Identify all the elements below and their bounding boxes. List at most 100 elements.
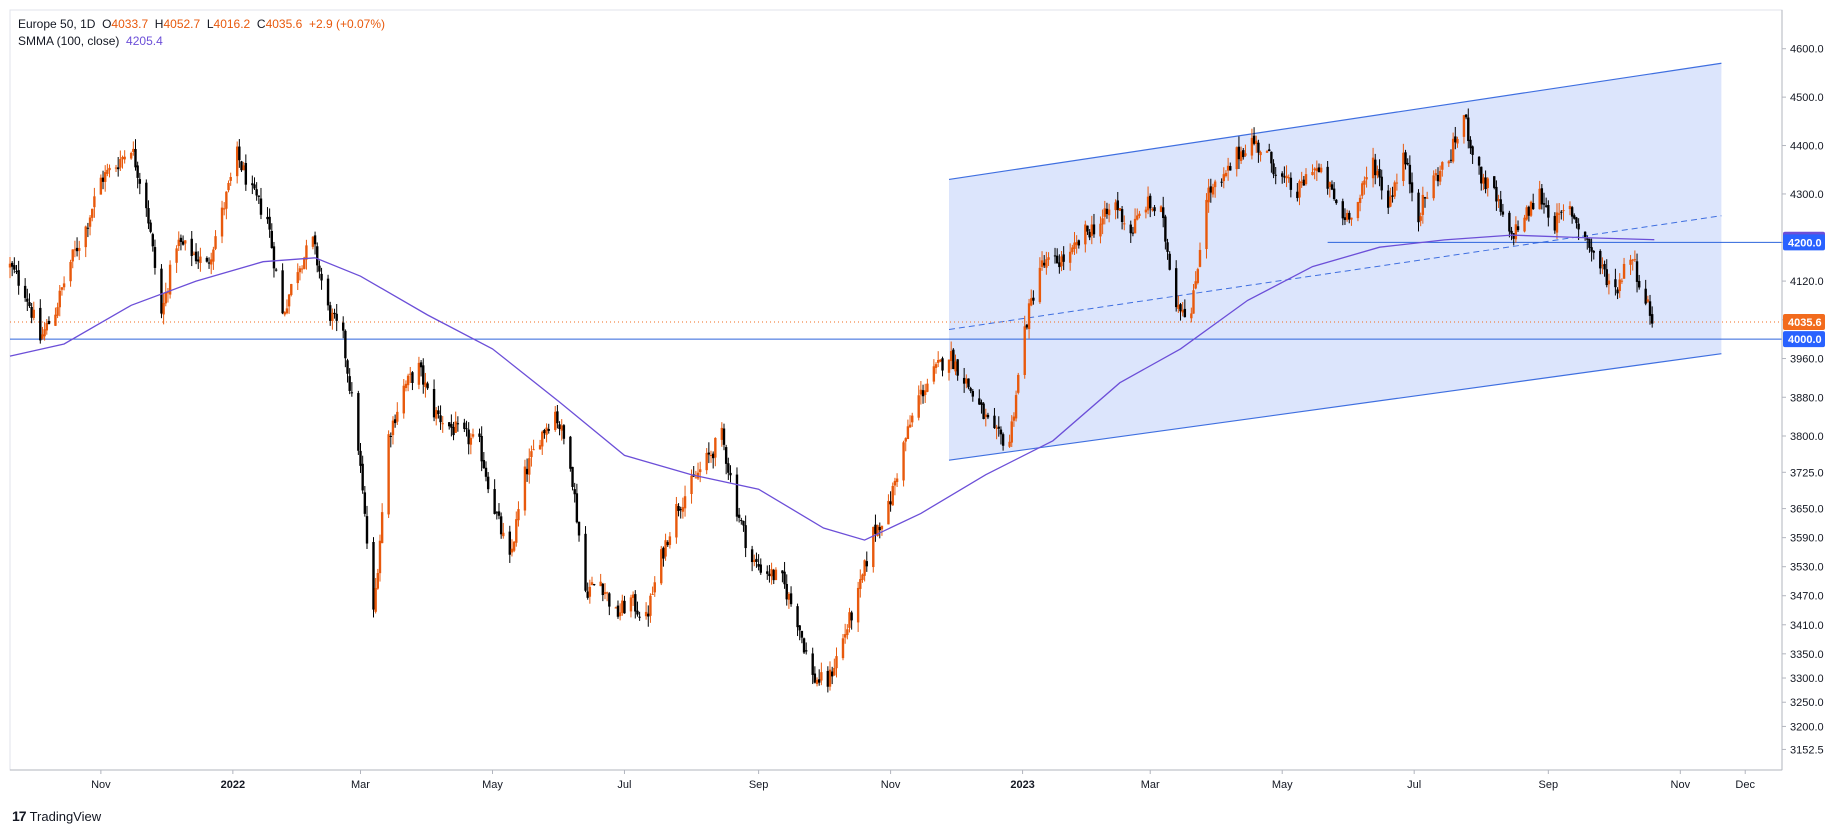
candle[interactable]: [1605, 259, 1608, 288]
candle[interactable]: [1540, 184, 1544, 210]
candle[interactable]: [1363, 176, 1366, 195]
candle[interactable]: [1454, 126, 1457, 150]
candle[interactable]: [1467, 108, 1470, 149]
candle[interactable]: [800, 630, 804, 644]
candle[interactable]: [101, 170, 105, 190]
candle[interactable]: [274, 267, 278, 272]
candle[interactable]: [1222, 167, 1225, 189]
candle[interactable]: [1183, 299, 1187, 318]
candle[interactable]: [1220, 178, 1223, 187]
candle[interactable]: [621, 594, 624, 616]
candle[interactable]: [1296, 183, 1299, 202]
candle[interactable]: [1387, 184, 1390, 214]
candle[interactable]: [1603, 260, 1606, 277]
candle[interactable]: [1326, 160, 1329, 195]
candle[interactable]: [714, 437, 717, 467]
candle[interactable]: [675, 496, 678, 544]
candle[interactable]: [865, 551, 868, 572]
candle[interactable]: [722, 423, 726, 451]
channel-lower-line[interactable]: [948, 353, 1722, 461]
candle[interactable]: [1335, 198, 1338, 205]
candle[interactable]: [861, 573, 864, 583]
candle[interactable]: [1053, 247, 1057, 264]
candle[interactable]: [1103, 200, 1106, 225]
candle[interactable]: [164, 282, 167, 307]
candle[interactable]: [1092, 213, 1096, 238]
candle[interactable]: [1289, 172, 1293, 198]
candle[interactable]: [1421, 186, 1425, 224]
candle[interactable]: [1055, 248, 1059, 264]
candle[interactable]: [424, 372, 427, 398]
candle[interactable]: [1577, 218, 1580, 241]
candle[interactable]: [341, 316, 345, 339]
candle[interactable]: [997, 416, 1000, 437]
candle[interactable]: [887, 494, 890, 525]
candle[interactable]: [796, 603, 799, 637]
candle[interactable]: [969, 386, 972, 394]
plot-area[interactable]: [8, 9, 1783, 771]
candle[interactable]: [696, 462, 700, 481]
candle[interactable]: [971, 388, 975, 402]
candle[interactable]: [426, 381, 429, 390]
candle[interactable]: [1259, 150, 1262, 162]
candle[interactable]: [908, 415, 912, 428]
candle[interactable]: [493, 479, 496, 515]
candle[interactable]: [999, 426, 1003, 445]
candle[interactable]: [707, 442, 711, 464]
candle[interactable]: [681, 497, 685, 519]
candle[interactable]: [530, 445, 533, 467]
candle[interactable]: [119, 150, 122, 171]
candle[interactable]: [1315, 160, 1319, 181]
candle[interactable]: [1408, 155, 1412, 194]
candle[interactable]: [168, 260, 172, 299]
candle[interactable]: [1043, 255, 1046, 268]
candle[interactable]: [766, 565, 769, 580]
candle[interactable]: [406, 373, 410, 392]
candle[interactable]: [283, 311, 286, 317]
candle[interactable]: [787, 592, 791, 609]
candle[interactable]: [296, 263, 299, 291]
candle[interactable]: [1456, 136, 1459, 148]
candle[interactable]: [1332, 182, 1336, 201]
candle[interactable]: [921, 384, 925, 404]
candle[interactable]: [1088, 229, 1091, 241]
channel-upper-line[interactable]: [948, 62, 1722, 181]
candle[interactable]: [1075, 235, 1078, 254]
candle[interactable]: [592, 583, 596, 586]
candle[interactable]: [1058, 254, 1061, 274]
candle[interactable]: [941, 356, 944, 377]
candle[interactable]: [10, 261, 14, 277]
candle[interactable]: [647, 605, 650, 627]
candle[interactable]: [895, 473, 899, 488]
candle[interactable]: [1129, 220, 1132, 243]
candle[interactable]: [454, 411, 457, 433]
candle[interactable]: [584, 526, 587, 593]
candle[interactable]: [1644, 279, 1647, 306]
candle[interactable]: [1538, 180, 1541, 210]
candle[interactable]: [222, 202, 226, 216]
candle[interactable]: [1620, 278, 1624, 284]
candle[interactable]: [439, 405, 442, 430]
candle[interactable]: [902, 440, 905, 487]
candle[interactable]: [649, 593, 652, 623]
candle[interactable]: [1486, 177, 1489, 197]
candle[interactable]: [1462, 114, 1466, 144]
candle[interactable]: [1073, 231, 1076, 255]
candle[interactable]: [1213, 179, 1217, 198]
candle[interactable]: [934, 362, 938, 374]
candle[interactable]: [75, 237, 79, 257]
candle[interactable]: [326, 274, 330, 311]
candle[interactable]: [432, 379, 436, 422]
candle[interactable]: [1272, 159, 1275, 179]
candle[interactable]: [316, 242, 319, 273]
candle[interactable]: [1047, 252, 1050, 266]
candle[interactable]: [631, 591, 635, 606]
candle[interactable]: [1328, 181, 1332, 198]
candle[interactable]: [1118, 207, 1122, 212]
candle[interactable]: [235, 141, 239, 184]
candle[interactable]: [724, 444, 728, 475]
candle[interactable]: [499, 512, 503, 539]
candle[interactable]: [811, 647, 814, 685]
candle[interactable]: [1497, 194, 1500, 209]
candle[interactable]: [469, 433, 473, 455]
